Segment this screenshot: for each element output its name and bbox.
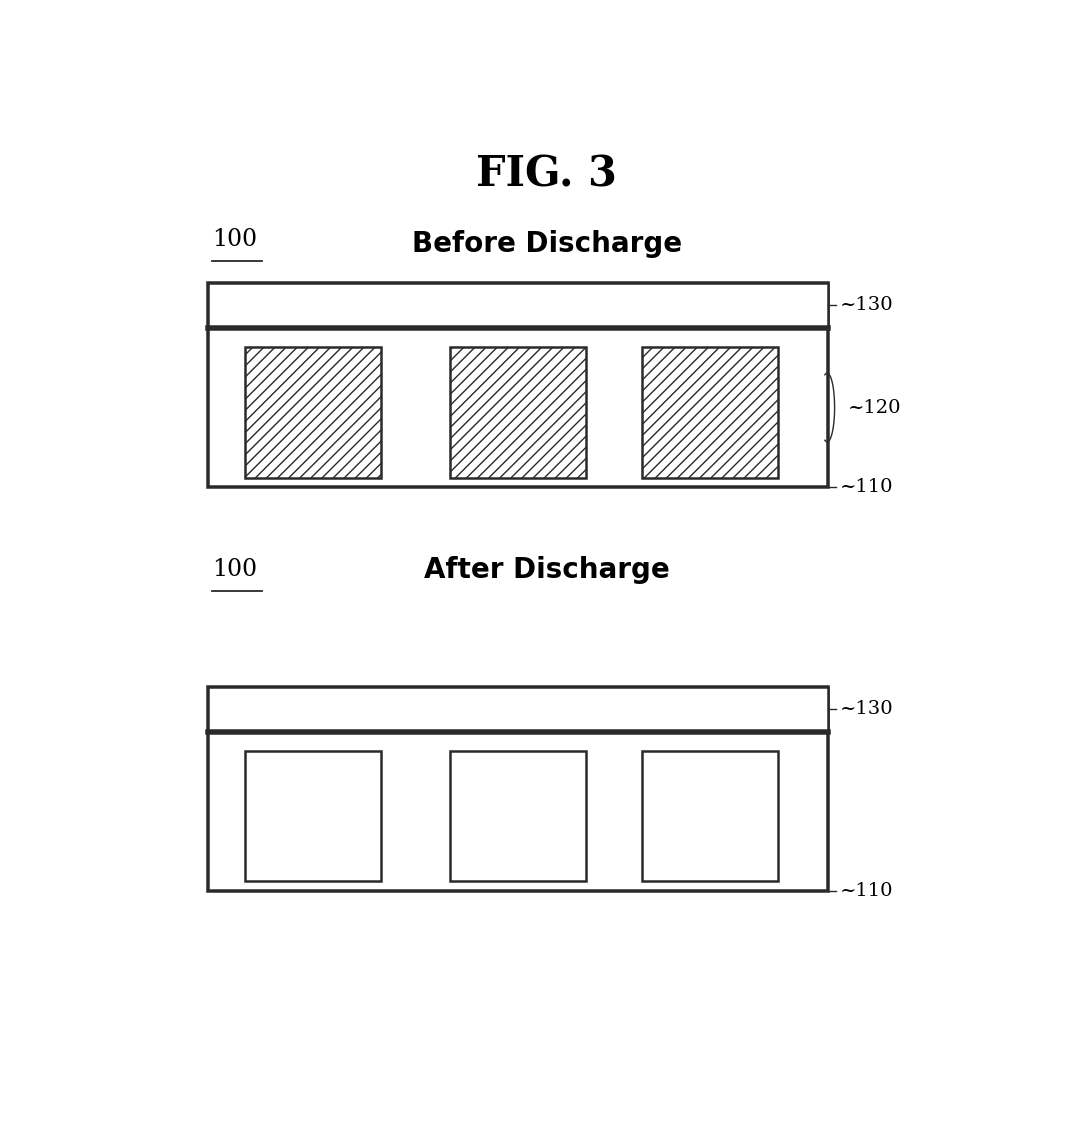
Bar (208, 283, 828, 487)
Text: After Discharge: After Discharge (424, 556, 670, 583)
Bar (642, 751, 779, 881)
Text: FIG. 3: FIG. 3 (476, 153, 618, 195)
Bar (208, 687, 828, 891)
Text: ~110: ~110 (840, 882, 893, 900)
Bar (245, 347, 382, 477)
Bar (208, 687, 828, 732)
Text: ~120: ~120 (848, 398, 902, 416)
Bar (449, 751, 586, 881)
Bar (208, 283, 828, 328)
Text: 100: 100 (212, 228, 257, 250)
Text: ~110: ~110 (840, 478, 893, 496)
Text: Before Discharge: Before Discharge (412, 230, 682, 258)
Text: ~130: ~130 (840, 700, 893, 719)
Text: ~130: ~130 (840, 297, 893, 315)
Bar (449, 347, 586, 477)
Bar (245, 751, 382, 881)
Bar (642, 347, 779, 477)
Text: 100: 100 (212, 558, 257, 581)
